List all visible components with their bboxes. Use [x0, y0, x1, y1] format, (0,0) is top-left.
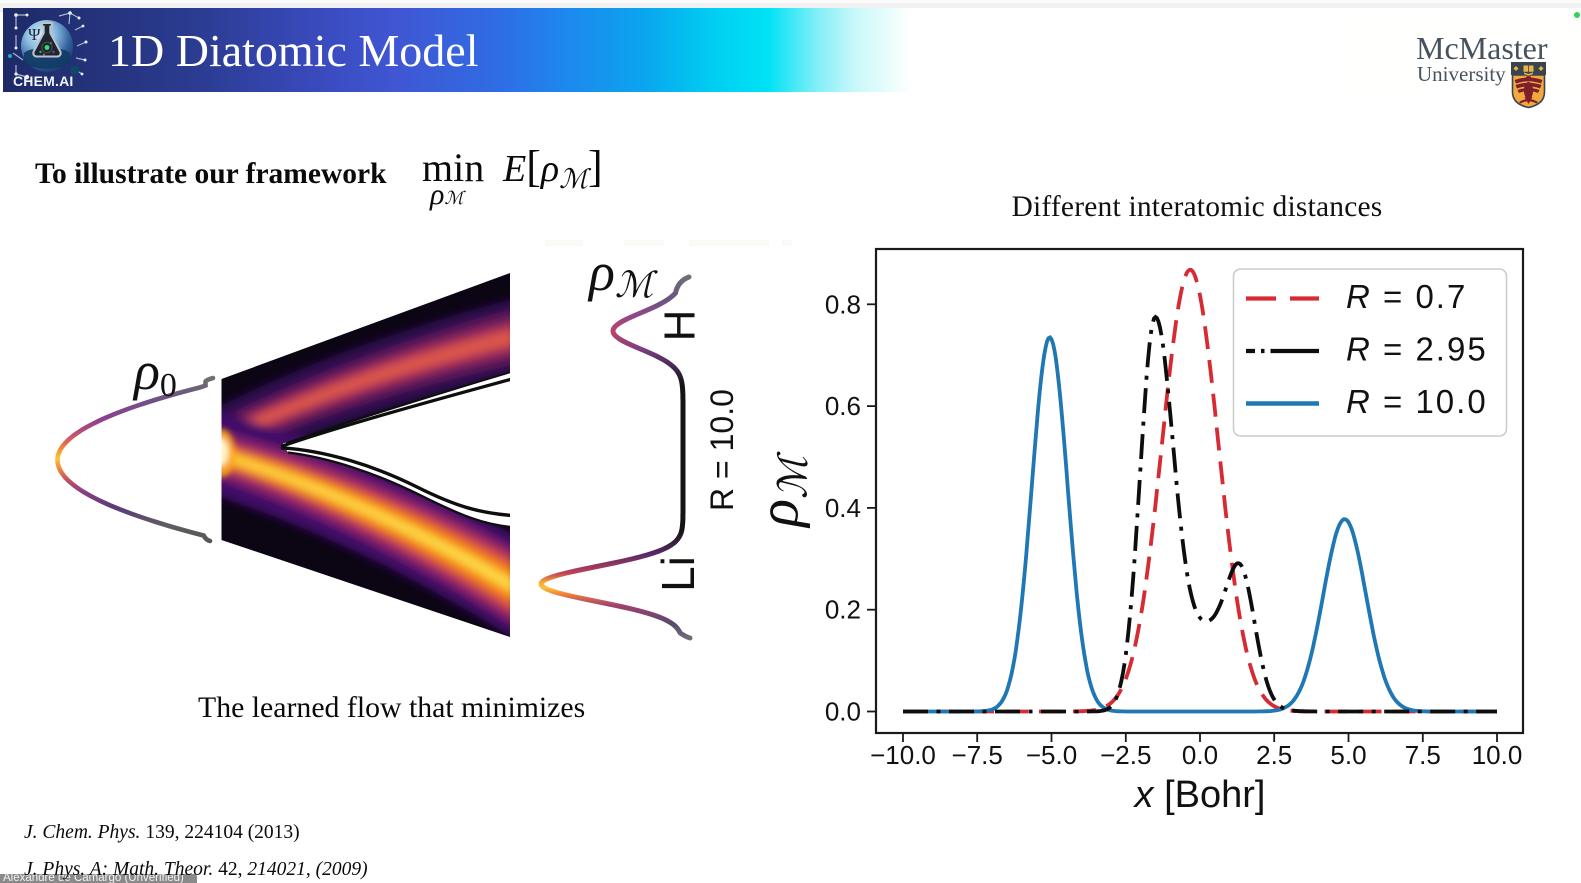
svg-text:−2.5: −2.5	[1100, 740, 1151, 770]
svg-text:ρℳ: ρℳ	[746, 451, 816, 529]
svg-text:0.0: 0.0	[825, 697, 861, 727]
svg-text:−10.0: −10.0	[870, 740, 936, 770]
svg-text:7.5: 7.5	[1405, 740, 1441, 770]
svg-text:ρℳ: ρℳ	[587, 242, 658, 305]
svg-text:ρ0: ρ0	[132, 341, 177, 404]
svg-text:10.0: 10.0	[1472, 740, 1523, 770]
svg-text:0.8: 0.8	[825, 289, 861, 319]
svg-text:−7.5: −7.5	[952, 740, 1003, 770]
svg-text:5.0: 5.0	[1330, 740, 1366, 770]
svg-text:CHEM.AI: CHEM.AI	[13, 73, 74, 89]
svg-text:0.0: 0.0	[1182, 740, 1218, 770]
svg-text:R = 10.0: R = 10.0	[1346, 383, 1488, 420]
svg-text:2.5: 2.5	[1256, 740, 1292, 770]
svg-text:Ψ: Ψ	[28, 25, 41, 44]
svg-text:R = 0.7: R = 0.7	[1346, 278, 1467, 315]
svg-text:−5.0: −5.0	[1026, 740, 1077, 770]
svg-text:0.2: 0.2	[825, 595, 861, 625]
svg-text:0.4: 0.4	[825, 493, 861, 523]
svg-text:R = 2.95: R = 2.95	[1346, 331, 1488, 368]
svg-text:Different interatomic distance: Different interatomic distances	[1012, 191, 1383, 223]
svg-text:H: H	[656, 310, 705, 342]
svg-text:0.6: 0.6	[825, 391, 861, 421]
svg-text:x [Bohr]: x [Bohr]	[1133, 774, 1266, 816]
svg-text:R = 10.0: R = 10.0	[704, 389, 740, 511]
svg-text:Li: Li	[652, 556, 704, 592]
